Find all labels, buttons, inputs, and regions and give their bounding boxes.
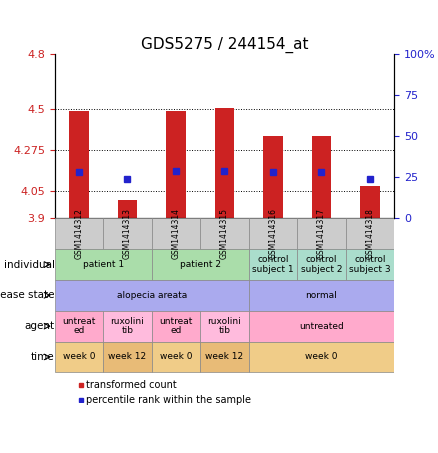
Bar bbox=[79, 383, 83, 386]
FancyBboxPatch shape bbox=[297, 218, 346, 249]
FancyBboxPatch shape bbox=[200, 342, 249, 372]
Bar bbox=[166, 111, 186, 218]
Text: week 12: week 12 bbox=[109, 352, 147, 361]
Text: untreat
ed: untreat ed bbox=[62, 317, 95, 336]
FancyBboxPatch shape bbox=[249, 249, 297, 280]
Text: untreat
ed: untreat ed bbox=[159, 317, 193, 336]
Text: individual: individual bbox=[4, 260, 55, 270]
Text: week 0: week 0 bbox=[63, 352, 95, 361]
FancyBboxPatch shape bbox=[103, 218, 152, 249]
Bar bbox=[215, 108, 234, 218]
FancyBboxPatch shape bbox=[55, 311, 103, 342]
FancyBboxPatch shape bbox=[55, 280, 249, 311]
FancyBboxPatch shape bbox=[346, 249, 394, 280]
Text: alopecia areata: alopecia areata bbox=[117, 291, 187, 300]
Text: untreated: untreated bbox=[299, 322, 344, 331]
FancyBboxPatch shape bbox=[297, 249, 346, 280]
FancyBboxPatch shape bbox=[152, 311, 200, 342]
FancyBboxPatch shape bbox=[152, 342, 200, 372]
Text: agent: agent bbox=[25, 321, 55, 331]
FancyBboxPatch shape bbox=[249, 311, 394, 342]
Bar bbox=[69, 111, 88, 218]
FancyBboxPatch shape bbox=[152, 249, 249, 280]
Text: GSM1414313: GSM1414313 bbox=[123, 208, 132, 259]
Text: normal: normal bbox=[306, 291, 337, 300]
Text: patient 2: patient 2 bbox=[180, 260, 221, 269]
FancyBboxPatch shape bbox=[103, 342, 152, 372]
Text: control
subject 1: control subject 1 bbox=[252, 255, 294, 274]
Text: control
subject 2: control subject 2 bbox=[301, 255, 342, 274]
Bar bbox=[360, 186, 380, 218]
Text: time: time bbox=[31, 352, 55, 362]
Bar bbox=[263, 136, 283, 218]
FancyBboxPatch shape bbox=[103, 311, 152, 342]
Text: GSM1414312: GSM1414312 bbox=[74, 208, 84, 259]
Text: percentile rank within the sample: percentile rank within the sample bbox=[86, 395, 251, 405]
Bar bbox=[312, 136, 331, 218]
Text: week 12: week 12 bbox=[205, 352, 244, 361]
Text: disease state: disease state bbox=[0, 290, 55, 300]
Text: GSM1414316: GSM1414316 bbox=[268, 208, 277, 259]
FancyBboxPatch shape bbox=[55, 218, 103, 249]
FancyBboxPatch shape bbox=[249, 218, 297, 249]
Bar bbox=[118, 200, 137, 218]
Text: GSM1414318: GSM1414318 bbox=[365, 208, 374, 259]
Text: patient 1: patient 1 bbox=[83, 260, 124, 269]
FancyBboxPatch shape bbox=[152, 218, 200, 249]
Text: GSM1414314: GSM1414314 bbox=[172, 208, 180, 259]
FancyBboxPatch shape bbox=[55, 342, 103, 372]
FancyBboxPatch shape bbox=[249, 280, 394, 311]
Text: GSM1414317: GSM1414317 bbox=[317, 208, 326, 259]
Text: transformed count: transformed count bbox=[86, 380, 177, 390]
Text: week 0: week 0 bbox=[160, 352, 192, 361]
Text: ruxolini
tib: ruxolini tib bbox=[208, 317, 241, 336]
Title: GDS5275 / 244154_at: GDS5275 / 244154_at bbox=[141, 37, 308, 53]
FancyBboxPatch shape bbox=[200, 311, 249, 342]
Bar bbox=[79, 398, 83, 402]
FancyBboxPatch shape bbox=[55, 249, 152, 280]
Text: ruxolini
tib: ruxolini tib bbox=[111, 317, 145, 336]
FancyBboxPatch shape bbox=[346, 218, 394, 249]
Text: control
subject 3: control subject 3 bbox=[349, 255, 391, 274]
Text: GSM1414315: GSM1414315 bbox=[220, 208, 229, 259]
Text: week 0: week 0 bbox=[305, 352, 338, 361]
FancyBboxPatch shape bbox=[200, 218, 249, 249]
FancyBboxPatch shape bbox=[249, 342, 394, 372]
